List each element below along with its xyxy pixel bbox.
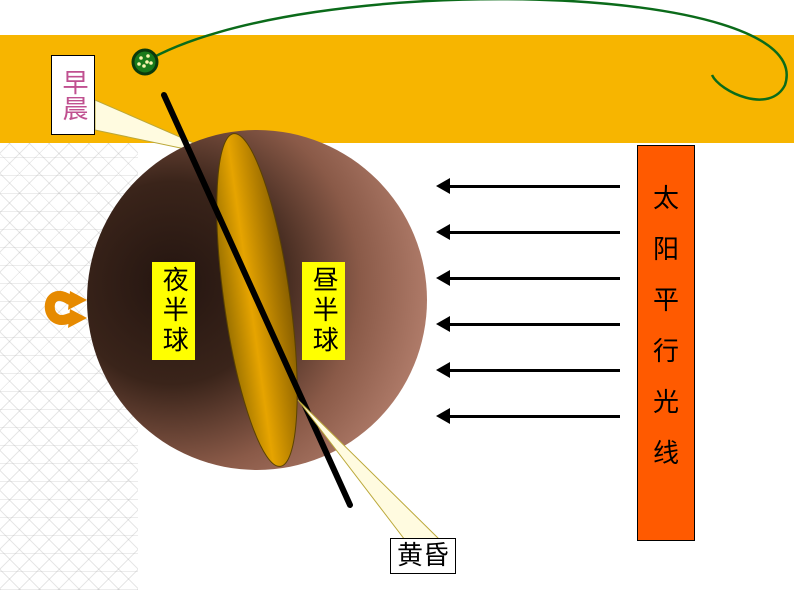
dusk-callout: 黄昏: [390, 538, 456, 574]
arrow-head-icon: [436, 178, 450, 194]
day-hemisphere-label: 昼半球: [302, 262, 345, 360]
night-hemisphere-label: 夜半球: [152, 262, 195, 360]
sun-ray-arrow: [448, 277, 620, 280]
globe: [37, 80, 477, 520]
sun-ray-arrow: [448, 231, 620, 234]
arrow-head-icon: [436, 270, 450, 286]
comet-nucleus: [133, 50, 157, 74]
diagram-canvas: 早晨 夜半球: [0, 0, 794, 596]
sun-rays-panel: 太阳平行光线: [637, 145, 695, 541]
arrow-head-icon: [436, 408, 450, 424]
dusk-label: 黄昏: [397, 541, 449, 570]
arrow-head-icon: [436, 316, 450, 332]
sun-ray-arrow: [448, 323, 620, 326]
arrow-head-icon: [436, 362, 450, 378]
sun-ray-arrow: [448, 369, 620, 372]
arrow-head-icon: [436, 224, 450, 240]
sun-ray-arrow: [448, 185, 620, 188]
sun-ray-arrow: [448, 415, 620, 418]
rotation-arrow-icon: [50, 291, 87, 328]
sun-rays-label: 太阳平行光线: [644, 178, 688, 470]
